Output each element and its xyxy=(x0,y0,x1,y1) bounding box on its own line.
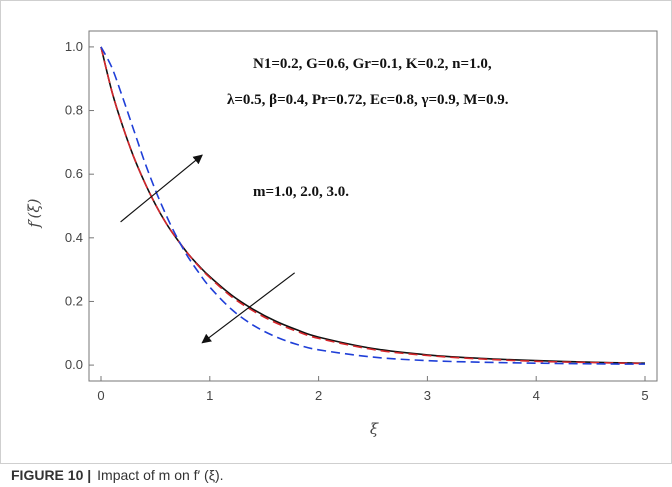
annotation-arrow-0 xyxy=(120,154,203,223)
x-axis-label: ξ xyxy=(370,420,379,438)
x-tick-label-3: 3 xyxy=(424,388,431,403)
annotation-line-2: λ=0.5, β=0.4, Pr=0.72, Ec=0.8, γ=0.9, M=… xyxy=(227,92,509,108)
axis-ticks: 0 1 2 3 4 5 0.0 0.2 0.4 0.6 0.8 1.0 xyxy=(65,39,649,403)
arrow-layer xyxy=(120,154,296,344)
x-tick-label-4: 4 xyxy=(533,388,540,403)
x-tick-label-5: 5 xyxy=(641,388,648,403)
annotation-line-1: N1=0.2, G=0.6, Gr=0.1, K=0.2, n=1.0, xyxy=(253,56,492,72)
line-chart: 0 1 2 3 4 5 0.0 0.2 0.4 0.6 0.8 1.0 N1=0.2, G=0.6, … xyxy=(25,30,658,438)
series-line-1 xyxy=(100,46,646,365)
y-tick-label-1: 0.2 xyxy=(65,293,83,308)
y-tick-label-2: 0.4 xyxy=(65,230,83,245)
y-axis-label: f′(ξ) xyxy=(25,198,43,228)
y-tick-label-4: 0.8 xyxy=(65,103,83,118)
y-tick-label-5: 1.0 xyxy=(65,39,83,54)
x-tick-label-1: 1 xyxy=(206,388,213,403)
x-tick-label-2: 2 xyxy=(315,388,322,403)
y-tick-label-0: 0.0 xyxy=(65,357,83,372)
annotation-m-values: m=1.0, 2.0, 3.0. xyxy=(253,184,349,200)
figure-caption: FIGURE 10 | Impact of m on f′ (ξ). xyxy=(11,467,224,483)
x-tick-label-0: 0 xyxy=(97,388,104,403)
annotation-arrow-1 xyxy=(201,272,296,344)
caption-text: Impact of m on f′ (ξ). xyxy=(97,467,224,483)
y-tick-label-3: 0.6 xyxy=(65,166,83,181)
series-line-0 xyxy=(100,46,646,365)
plot-frame xyxy=(88,30,658,382)
series-layer xyxy=(100,46,646,365)
caption-label: FIGURE 10 | xyxy=(11,467,92,483)
